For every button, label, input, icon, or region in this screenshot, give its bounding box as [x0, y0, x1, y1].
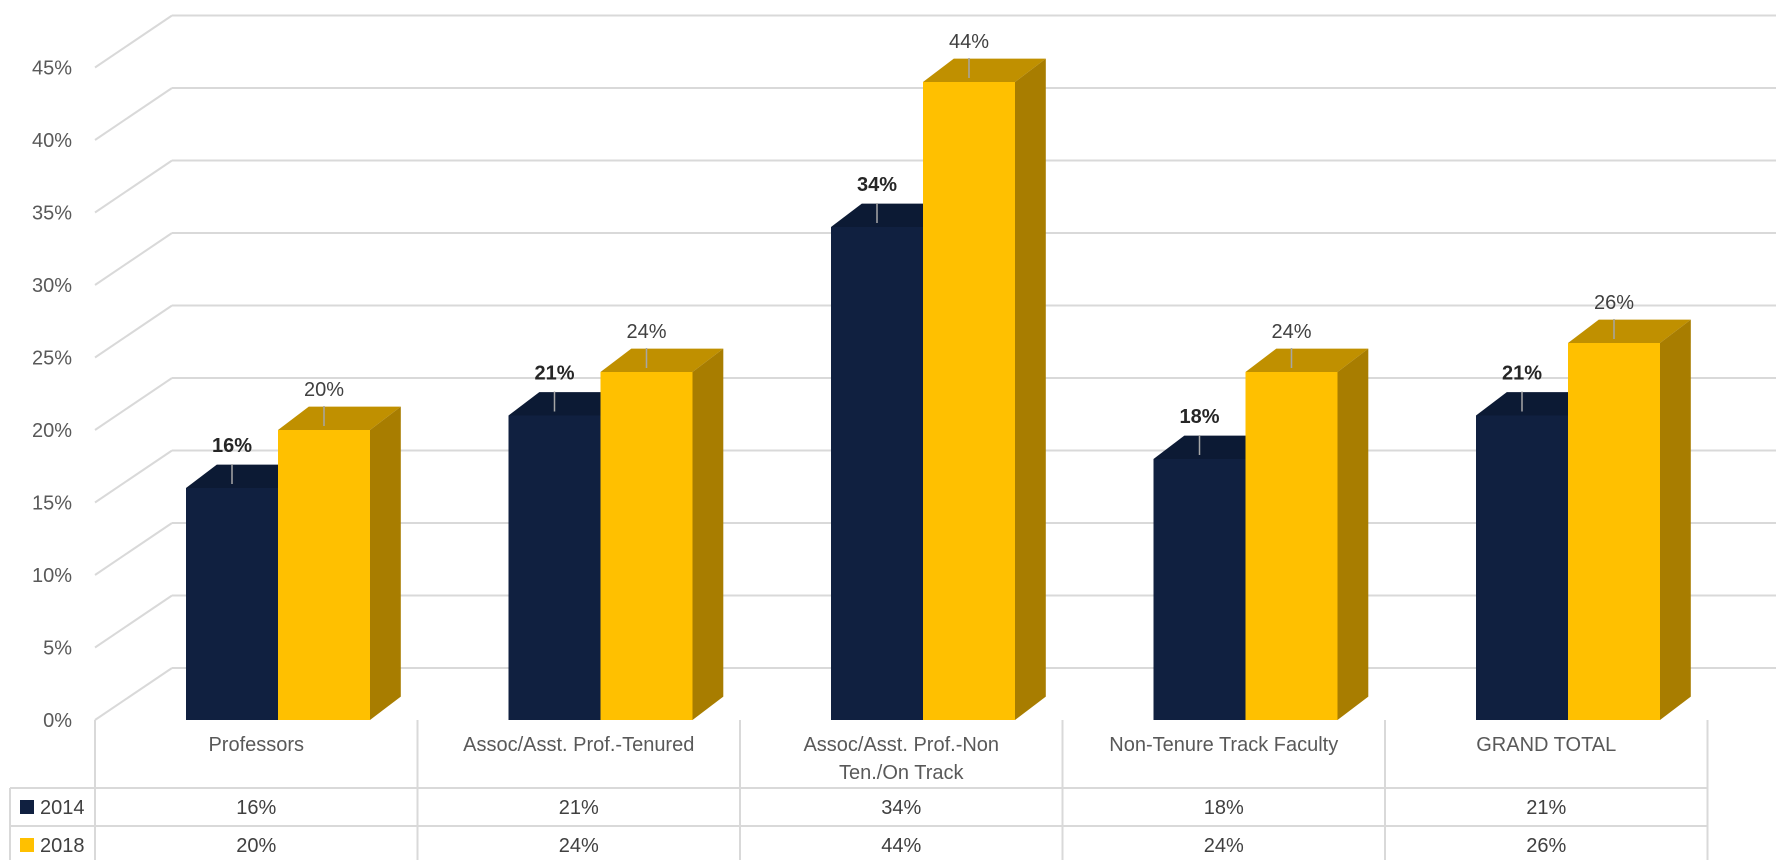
gridline-diagonal	[94, 377, 173, 431]
table-cell-2018: 24%	[1204, 835, 1244, 857]
bar-2018-top	[278, 406, 401, 430]
table-cell-2018: 26%	[1526, 835, 1566, 857]
gridline-diagonal	[94, 87, 173, 141]
legend-label-2018: 2018	[40, 835, 85, 857]
legend-label-2014: 2014	[40, 797, 85, 819]
x-tick-label: GRAND TOTAL	[1476, 734, 1616, 756]
y-tick-label: 5%	[43, 638, 72, 660]
bar-2018	[923, 82, 1015, 720]
y-tick-label: 25%	[32, 348, 72, 370]
bar-2014	[1476, 415, 1568, 720]
data-label-2014: 34%	[857, 174, 897, 196]
bar-2018-top	[600, 348, 724, 372]
table-cell-2014: 21%	[559, 797, 599, 819]
y-tick-label: 0%	[43, 710, 72, 732]
data-label-2014: 16%	[212, 435, 252, 457]
y-tick-label: 10%	[32, 565, 72, 587]
bar-2014	[508, 415, 601, 720]
table-cell-2018: 20%	[236, 835, 276, 857]
gridline-diagonal	[94, 304, 173, 359]
data-label-2018: 26%	[1594, 292, 1634, 314]
y-tick-label: 20%	[32, 420, 72, 442]
gridline-diagonal	[94, 667, 173, 721]
x-tick-label: Assoc/Asst. Prof.-Non	[803, 734, 999, 756]
y-tick-label: 45%	[32, 58, 72, 80]
bar-2018	[278, 430, 370, 720]
table-cell-2014: 18%	[1204, 797, 1244, 819]
data-label-2018: 20%	[304, 379, 344, 401]
data-label-2018: 24%	[626, 321, 666, 343]
data-label-2018: 24%	[1271, 321, 1311, 343]
bar-2018-top	[1568, 319, 1691, 343]
table-cell-2018: 44%	[881, 835, 921, 857]
bar-2018-side	[1015, 58, 1046, 721]
table-cell-2014: 16%	[236, 797, 276, 819]
x-tick-label: Ten./On Track	[839, 762, 964, 784]
bar-2018	[1568, 343, 1660, 720]
legend-swatch-2018	[20, 838, 34, 852]
gridline-diagonal	[94, 232, 173, 286]
bar-2018-side	[1337, 348, 1369, 720]
bar-2018-side	[1660, 319, 1691, 720]
y-tick-label: 40%	[32, 130, 72, 152]
x-tick-label: Assoc/Asst. Prof.-Tenured	[463, 734, 694, 756]
data-label-2014: 18%	[1179, 406, 1219, 428]
y-tick-label: 35%	[32, 203, 72, 225]
bar-2018-top	[1245, 348, 1369, 372]
bar-2018-side	[370, 406, 401, 720]
bar-2014	[1153, 459, 1246, 720]
bar-2014	[831, 227, 923, 720]
x-tick-label: Professors	[208, 734, 304, 756]
bar-2014	[186, 488, 278, 720]
table-cell-2018: 24%	[559, 835, 599, 857]
x-tick-label: Non-Tenure Track Faculty	[1109, 734, 1338, 756]
y-tick-label: 15%	[32, 493, 72, 515]
bar-2018-top	[923, 58, 1046, 82]
gridline-diagonal	[94, 14, 173, 69]
bar-2018	[600, 372, 693, 720]
table-cell-2014: 34%	[881, 797, 921, 819]
gridline-diagonal	[94, 594, 173, 649]
data-label-2014: 21%	[534, 363, 574, 385]
legend-swatch-2014	[20, 800, 34, 814]
gridline-diagonal	[94, 449, 173, 504]
bar-2018	[1245, 372, 1338, 720]
gridline-diagonal	[94, 522, 173, 576]
table-cell-2014: 21%	[1526, 797, 1566, 819]
bar-2018-side	[692, 348, 724, 720]
data-label-2014: 21%	[1502, 363, 1542, 385]
y-tick-label: 30%	[32, 275, 72, 297]
data-label-2018: 44%	[949, 31, 989, 53]
gridline-diagonal	[94, 159, 173, 214]
